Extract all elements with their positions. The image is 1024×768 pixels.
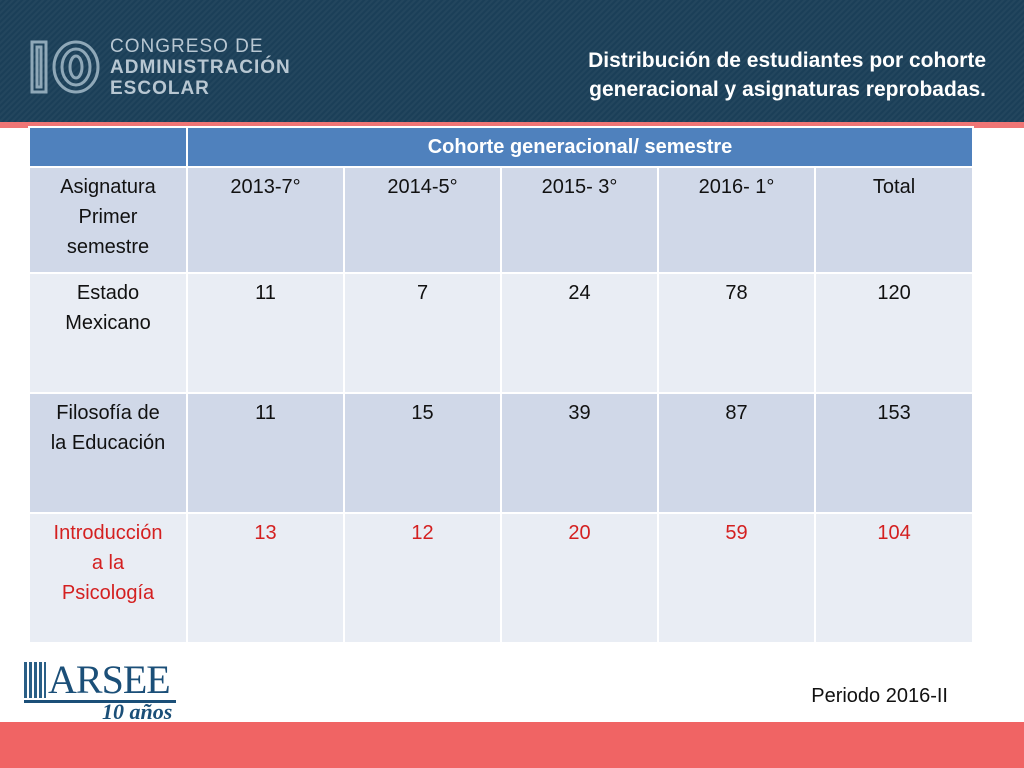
subject-header-line: semestre [66,236,150,258]
subject-cell: Estado Mexicano [28,272,188,394]
arsee-logo: ARSEE 10 años [24,657,184,724]
cohort-group-header: Cohorte generacional/ semestre [185,126,975,168]
column-header: 2014-5° [343,166,502,274]
logo-line-2: ADMINISTRACIÓN [110,57,291,78]
subject-line: Filosofía de [56,402,160,424]
subject-line: la Educación [50,432,166,454]
arsee-divider [24,700,176,703]
value-cell: 13 [186,512,345,644]
subject-header-line: Asignatura [60,176,156,198]
header-accent-line [0,122,1024,128]
value-cell: 39 [500,392,659,514]
value-cell: 59 [657,512,816,644]
congress-logo-text: CONGRESO DE ADMINISTRACIÓN ESCOLAR [110,36,310,99]
column-header: Total [813,166,975,274]
arsee-columns-icon [24,662,46,698]
value-cell: 78 [657,272,816,394]
empty-header-cell [28,126,188,168]
value-cell: 15 [343,392,502,514]
subject-header-line: Primer [78,206,138,228]
value-cell: 11 [186,392,345,514]
footer-bar [0,722,1024,768]
value-cell: 7 [343,272,502,394]
column-header: 2016- 1° [657,166,816,274]
subject-column-header: Asignatura Primer semestre [28,166,188,274]
table-row-highlighted: Introducción a la Psicología 13 12 20 59… [28,512,975,644]
value-cell: 20 [500,512,659,644]
table-group-header-row: Cohorte generacional/ semestre [28,126,975,168]
logo-line-3: ESCOLAR [110,78,210,99]
congress-10-logo-icon [30,40,100,94]
subject-cell: Filosofía de la Educación [28,392,188,514]
arsee-brand: ARSEE [48,657,171,702]
slide-title: Distribución de estudiantes por cohorte … [466,46,986,104]
column-header: 2013-7° [186,166,345,274]
subject-line: a la [91,552,125,574]
value-cell: 24 [500,272,659,394]
slide-header: CONGRESO DE ADMINISTRACIÓN ESCOLAR Distr… [0,0,1024,122]
slide-title-line-2: generacional y asignaturas reprobadas. [589,78,986,101]
table-column-header-row: Asignatura Primer semestre 2013-7° 2014-… [28,166,975,274]
value-cell: 12 [343,512,502,644]
total-cell: 104 [813,512,975,644]
logo-line-1: CONGRESO DE [110,36,264,57]
period-label: Periodo 2016-II [811,685,948,707]
table-row: Estado Mexicano 11 7 24 78 120 [28,272,975,394]
total-cell: 153 [813,392,975,514]
value-cell: 87 [657,392,816,514]
arsee-tagline: 10 años [102,699,173,724]
column-header: 2015- 3° [500,166,659,274]
subject-line: Estado [76,282,140,304]
table-row: Filosofía de la Educación 11 15 39 87 15… [28,392,975,514]
subject-cell: Introducción a la Psicología [28,512,188,644]
subject-line: Mexicano [65,312,151,334]
subject-line: Psicología [61,582,155,604]
subject-line: Introducción [53,522,163,544]
slide-title-line-1: Distribución de estudiantes por cohorte [588,49,986,72]
cohort-table: Cohorte generacional/ semestre Asignatur… [28,126,975,644]
value-cell: 11 [186,272,345,394]
total-cell: 120 [813,272,975,394]
